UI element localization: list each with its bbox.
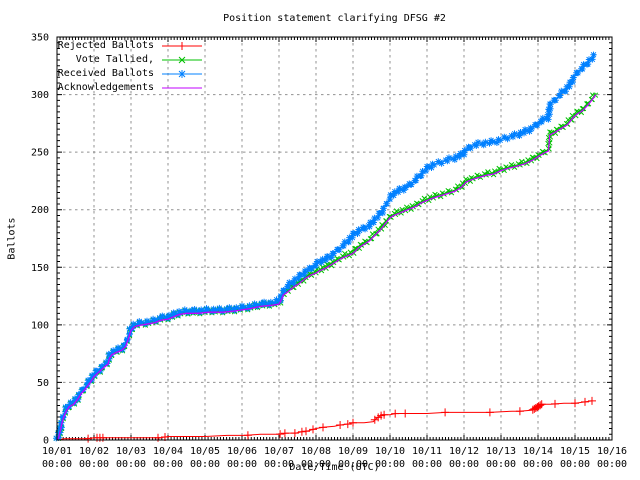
y-axis-label: Ballots [6,217,18,260]
x-tick-label: 10/09 [338,446,368,457]
axis-ticks [56,36,613,441]
y-tick-label: 50 [37,378,49,389]
legend-sample-line [162,87,202,89]
legend-label: Rejected Ballots [57,40,154,51]
x-tick-sublabel: 00:00 [227,459,257,470]
x-axis-label: Date/Time (UTC) [289,462,380,473]
y-tick-label: 0 [43,436,49,447]
legend-sample-line [162,42,202,50]
legend-label: Received Ballots [57,68,154,79]
x-tick-sublabel: 00:00 [42,459,72,470]
legend-item-received-ballots: Received Ballots [57,67,204,81]
x-tick-label: 10/06 [227,446,257,457]
x-tick-label: 10/12 [449,446,479,457]
y-tick-label: 300 [31,90,49,101]
x-tick-sublabel: 00:00 [190,459,220,470]
x-tick-sublabel: 00:00 [153,459,183,470]
chart-title: Position statement clarifying DFSG #2 [223,13,446,24]
x-tick-sublabel: 00:00 [523,459,553,470]
x-tick-label: 10/16 [597,446,627,457]
legend-label: Acknowledgements [57,82,154,93]
x-tick-sublabel: 00:00 [449,459,479,470]
y-tick-label: 350 [31,33,49,44]
x-tick-label: 10/10 [375,446,405,457]
y-tick-label: 150 [31,263,49,274]
x-tick-label: 10/01 [42,446,72,457]
x-tick-sublabel: 00:00 [79,459,109,470]
x-tick-label: 10/13 [486,446,516,457]
y-tick-label: 100 [31,320,49,331]
x-tick-sublabel: 00:00 [264,459,294,470]
x-tick-sublabel: 00:00 [486,459,516,470]
series-markers-received-ballots [53,51,597,442]
x-tick-label: 10/14 [523,446,553,457]
x-tick-label: 10/07 [264,446,294,457]
legend-item-rejected-ballots: Rejected Ballots [57,39,204,53]
legend-sample-line [162,70,202,78]
x-tick-label: 10/04 [153,446,183,457]
legend-label: Vote Tallied, [75,54,154,65]
x-tick-label: 10/08 [301,446,331,457]
legend-item-acknowledgements: Acknowledgements [57,81,204,95]
x-tick-label: 10/02 [79,446,109,457]
series-line-rejected-ballots [56,400,592,441]
plot-border [56,36,613,441]
y-tick-label: 200 [31,205,49,216]
x-tick-sublabel: 00:00 [412,459,442,470]
x-tick-label: 10/05 [190,446,220,457]
x-tick-label: 10/15 [560,446,590,457]
x-tick-sublabel: 00:00 [375,459,405,470]
x-tick-label: 10/03 [116,446,146,457]
legend-sample-line [162,56,202,64]
series-markers-vote-tallied [53,92,599,442]
x-tick-label: 10/11 [412,446,442,457]
x-tick-sublabel: 00:00 [338,459,368,470]
legend: Rejected Ballots Vote Tallied, Received Ba… [57,39,204,95]
x-tick-sublabel: 00:00 [597,459,627,470]
series-markers-rejected-ballots [84,396,596,443]
x-tick-sublabel: 00:00 [116,459,146,470]
x-tick-sublabel: 00:00 [560,459,590,470]
x-tick-sublabel: 00:00 [301,459,331,470]
y-tick-label: 250 [31,148,49,159]
series-line-acknowledgements [56,94,597,441]
legend-item-vote-tallied: Vote Tallied, [57,53,204,67]
